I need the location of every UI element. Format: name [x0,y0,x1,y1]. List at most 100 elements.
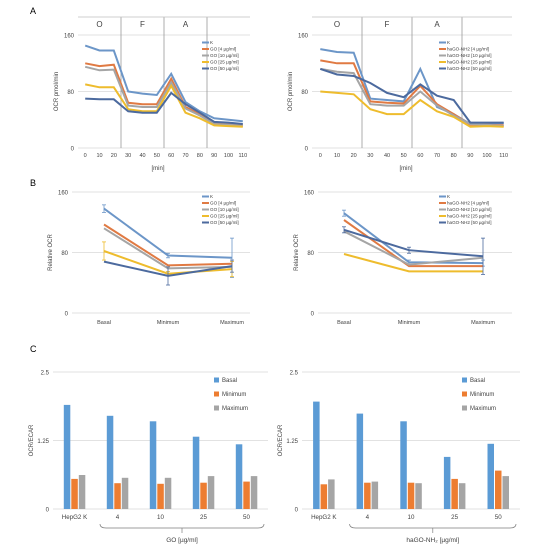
legend-label: haGO-NH2 [10 µg/ml] [447,53,492,58]
bar [71,478,78,509]
group-bracket [99,523,265,529]
series-line [85,83,243,128]
y-axis-label: OCR pmol/min [288,72,294,111]
x-axis-label: [min] [151,166,164,172]
series-line [320,90,504,128]
legend-label: GO [10 µg/ml] [210,207,239,212]
legend-label: Maximum [470,406,496,412]
x-tick-label: 25 [451,514,458,521]
x-tick-label: 0 [84,153,87,159]
legend-label: haGO-NH2 [25 µg/ml] [447,60,492,65]
series-line [343,253,483,273]
bar [164,477,172,509]
phase-label: F [385,20,390,29]
y-tick-label: 0 [311,312,315,318]
y-tick-label: 0 [71,147,75,153]
bar [328,479,335,509]
x-tick-label: Minimum [157,320,180,326]
legend-label: GO [10 µg/ml] [210,53,239,58]
x-tick-label: 100 [482,153,491,159]
series-line [320,67,504,128]
phase-label: O [334,20,340,29]
bar [243,481,250,509]
x-tick-label: 90 [211,153,217,159]
x-tick-label: 4 [366,514,370,521]
panel-label-a: A [30,6,36,16]
y-tick-label: 0 [65,312,69,318]
x-tick-label: 70 [434,153,440,159]
y-tick-label: 80 [61,251,68,257]
x-tick-label: 50 [243,514,250,521]
y-tick-label: 80 [301,90,308,96]
legend-label: haGO-NH2 [50 µg/ml] [447,220,492,225]
legend-swatch [214,405,219,411]
bar [114,483,121,509]
bar [364,482,371,509]
y-tick-label: 0 [295,508,299,514]
bar [149,421,157,509]
phase-label: O [96,20,102,29]
x-tick-label: 110 [238,153,247,159]
legend-label: K [210,40,214,45]
series-line [319,67,504,124]
y-tick-label: 1.25 [37,439,49,445]
phase-label: F [140,20,145,29]
x-tick-label: 60 [417,153,423,159]
x-tick-label: 20 [351,153,357,159]
y-tick-label: 1.25 [286,439,298,445]
x-tick-label: 10 [408,514,415,521]
y-tick-label: 0 [46,508,50,514]
legend-label: K [210,194,214,199]
x-tick-label: 4 [116,514,120,521]
x-tick-label: Basal [337,320,351,326]
y-tick-label: 0 [305,147,309,153]
legend-swatch [462,405,467,411]
legend-label: Minimum [470,392,494,398]
bar [250,476,258,509]
series-line [84,44,243,123]
bar [200,482,207,509]
bar [121,477,129,509]
bar [400,421,407,509]
bar [78,475,86,509]
series-line [343,219,483,268]
x-tick-label: 60 [168,153,174,159]
legend-swatch [462,377,467,383]
x-tick-label: HepG2 K [311,514,337,521]
x-tick-label: 50 [154,153,160,159]
x-tick-label: Maximum [471,320,495,326]
y-axis-label: OCR/ECAR [29,424,35,456]
legend-label: GO [4 µg/ml] [210,201,236,206]
x-tick-label: 50 [495,514,502,521]
x-tick-label: 30 [125,153,131,159]
phase-label: A [434,20,440,29]
chart-a1: 0 80 160 OCR pmol/min O F A 0 10 20 30 40 50 60 70 80 90… [54,16,250,172]
legend-label: K [447,194,451,199]
chart-b2: 0 80 160 Relative OCR Basal Minimum Maximum Kha… [294,191,512,326]
x-tick-label: HepG2 K [62,514,88,521]
y-tick-label: 160 [304,191,315,197]
x-tick-label: 80 [197,153,203,159]
bar [451,478,458,509]
x-tick-label: 10 [157,514,164,521]
group-bracket [349,523,517,529]
x-tick-label: 10 [96,153,102,159]
legend-label: haGO-NH2 [10 µg/ml] [447,207,492,212]
x-tick-label: 25 [200,514,207,521]
series-line [103,223,233,267]
y-tick-label: 80 [67,90,74,96]
bar [495,470,502,509]
legend-label: haGO-NH2 [50 µg/ml] [447,66,492,71]
y-tick-label: 2.5 [290,371,299,377]
legend-label: K [447,40,451,45]
legend-label: haGO-NH2 [4 µg/ml] [447,201,489,206]
x-tick-label: 90 [467,153,473,159]
bar [458,483,466,509]
legend-label: Basal [470,378,485,384]
chart-a2: 0 80 160 OCR pmol/min O F A 0 10 20 30 40 50 60 70 80 90… [288,16,512,172]
y-axis-label: OCR pmol/min [54,72,60,111]
bar [443,456,451,509]
x-axis-label: [min] [399,166,412,172]
bar [415,483,422,509]
